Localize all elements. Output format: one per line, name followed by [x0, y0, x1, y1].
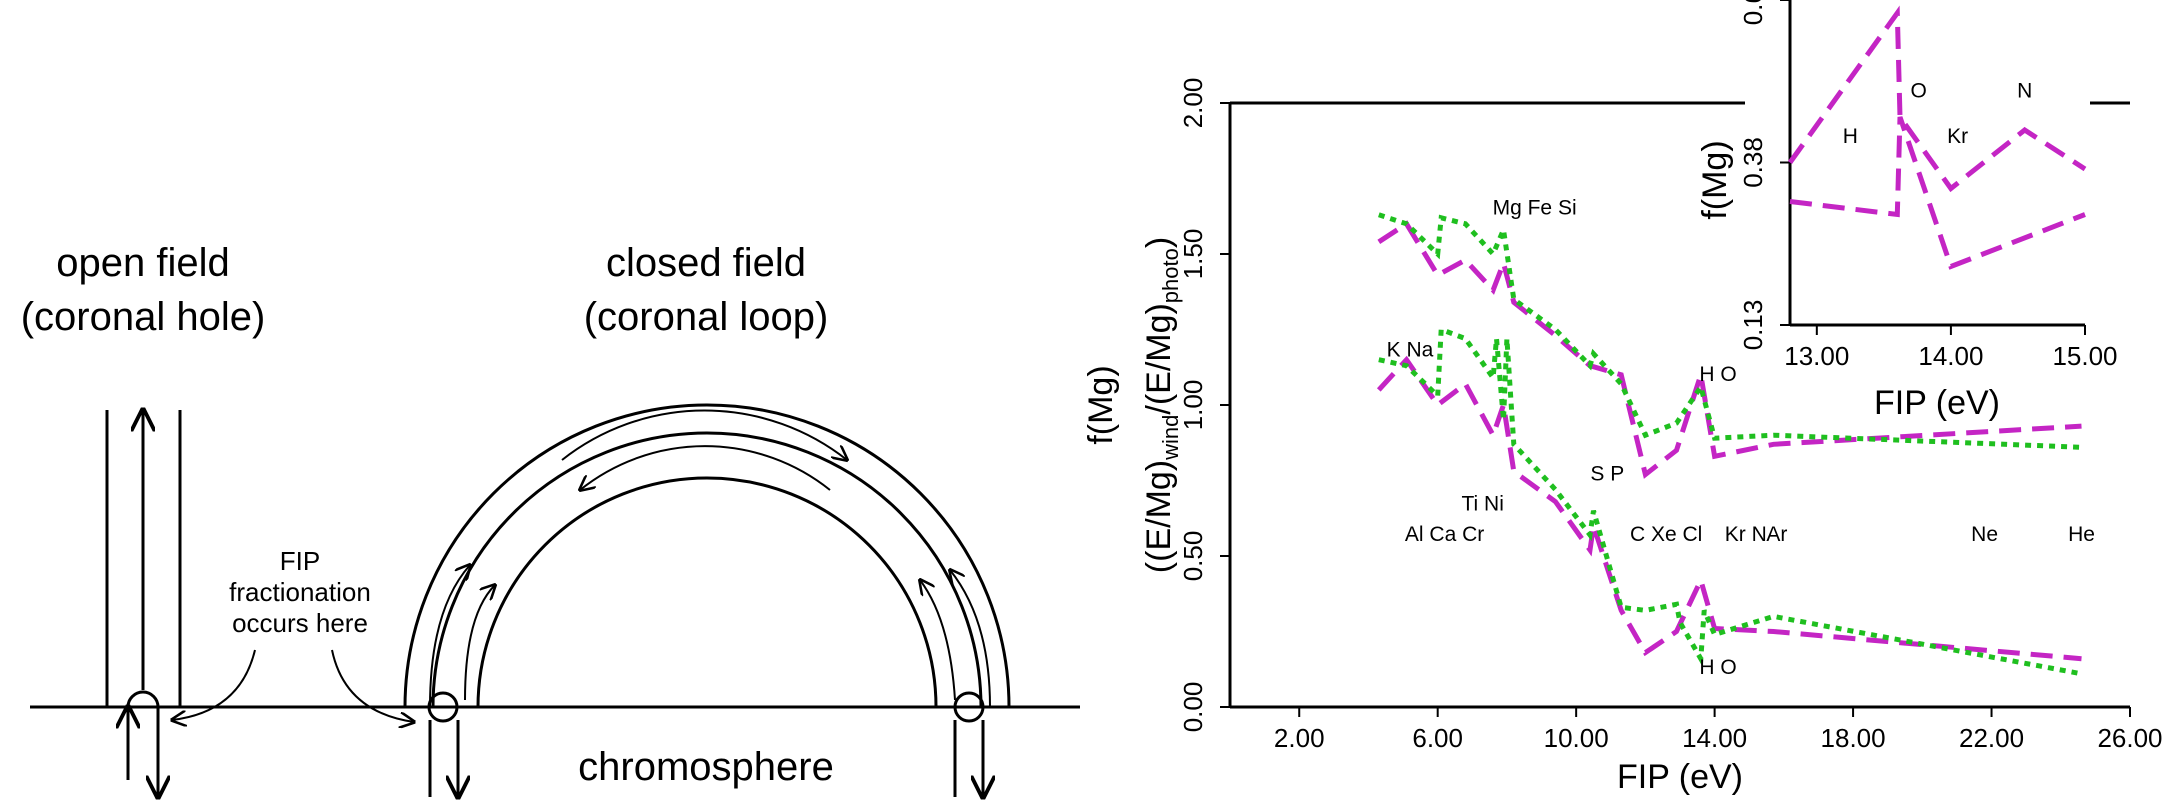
fip-note-line1: FIP	[280, 546, 320, 576]
inset-y-tick-label: 0.38	[1738, 137, 1768, 188]
main-element-label: C Xe Cl	[1630, 523, 1702, 546]
main-y-tick-label: 2.00	[1178, 78, 1208, 129]
open-field-subtitle: (coronal hole)	[21, 295, 266, 339]
closed-field-subtitle: (coronal loop)	[584, 295, 829, 339]
main-y-tick-label: 1.50	[1178, 229, 1208, 280]
main-x-axis-label: FIP (eV)	[1617, 758, 1743, 796]
main-y-axis-label-ratio: ((E/Mg)wind/(E/Mg)photo)	[1140, 237, 1183, 573]
inset-element-label: Kr	[1947, 125, 1968, 148]
main-element-label: S P	[1590, 463, 1624, 486]
main-series-lower-green	[1378, 325, 2082, 677]
inset-element-label: N	[2017, 80, 2032, 103]
main-x-tick-label: 26.00	[2097, 723, 2162, 753]
inset-x-tick-label: 14.00	[1918, 341, 1983, 371]
closed-field-title: closed field	[606, 241, 806, 285]
main-y-tick-label: 1.00	[1178, 380, 1208, 431]
inset-y-tick-label: 0.63	[1738, 0, 1768, 25]
inset-element-label: O	[1911, 80, 1927, 103]
field-diagram: open field (coronal hole) closed field (…	[21, 241, 1080, 797]
main-element-label: Ar	[1766, 523, 1787, 546]
main-y-tick-label: 0.00	[1178, 682, 1208, 733]
chromosphere-label: chromosphere	[578, 745, 834, 789]
main-element-label: Mg Fe Si	[1493, 197, 1577, 220]
main-element-label: Kr N	[1725, 523, 1767, 546]
main-x-tick-label: 2.00	[1274, 723, 1325, 753]
main-x-tick-label: 18.00	[1821, 723, 1886, 753]
inset-background	[1745, 0, 2090, 335]
main-y-axis-label: f(Mg)	[1082, 365, 1120, 444]
closed-field-loop	[403, 403, 1011, 797]
inset-series-inset-upper	[1787, 5, 2087, 193]
main-x-tick-label: 22.00	[1959, 723, 2024, 753]
inset-element-label: H	[1843, 125, 1858, 148]
main-y-tick-label: 0.50	[1178, 531, 1208, 582]
fip-note-line3: occurs here	[232, 608, 368, 638]
inset-y-tick-label: 0.13	[1738, 300, 1768, 351]
inset-x-axis-label: FIP (eV)	[1874, 384, 2000, 422]
open-field-title: open field	[56, 241, 229, 285]
main-series-lower-magenta	[1376, 355, 2082, 662]
main-element-label: K Na	[1387, 339, 1434, 362]
inset-x-tick-label: 15.00	[2052, 341, 2117, 371]
main-x-tick-label: 10.00	[1544, 723, 1609, 753]
inset-series-inset-lower	[1789, 116, 2086, 270]
inset-chart: 13.00 14.00 15.00 0.13 0.38 0.63 H O Kr N FIP (e…	[1696, 0, 2118, 422]
fip-pointer-right	[331, 649, 414, 722]
main-x-tick-label: 6.00	[1412, 723, 1463, 753]
main-element-label: He	[2068, 523, 2095, 546]
main-series-upper-green	[1378, 212, 2082, 450]
inset-y-axis-label: f(Mg)	[1696, 140, 1734, 219]
fip-note-line2: fractionation	[229, 577, 371, 607]
inset-x-tick-label: 13.00	[1784, 341, 1849, 371]
open-field-lines	[105, 410, 182, 797]
main-element-label: Ti Ni	[1461, 493, 1503, 516]
main-element-label: Al Ca Cr	[1405, 523, 1484, 546]
main-element-label: H O	[1699, 363, 1736, 386]
fip-pointer-left	[172, 649, 256, 720]
main-element-label: H O	[1699, 656, 1736, 679]
main-element-label: Ne	[1971, 523, 1998, 546]
main-x-tick-label: 14.00	[1682, 723, 1747, 753]
